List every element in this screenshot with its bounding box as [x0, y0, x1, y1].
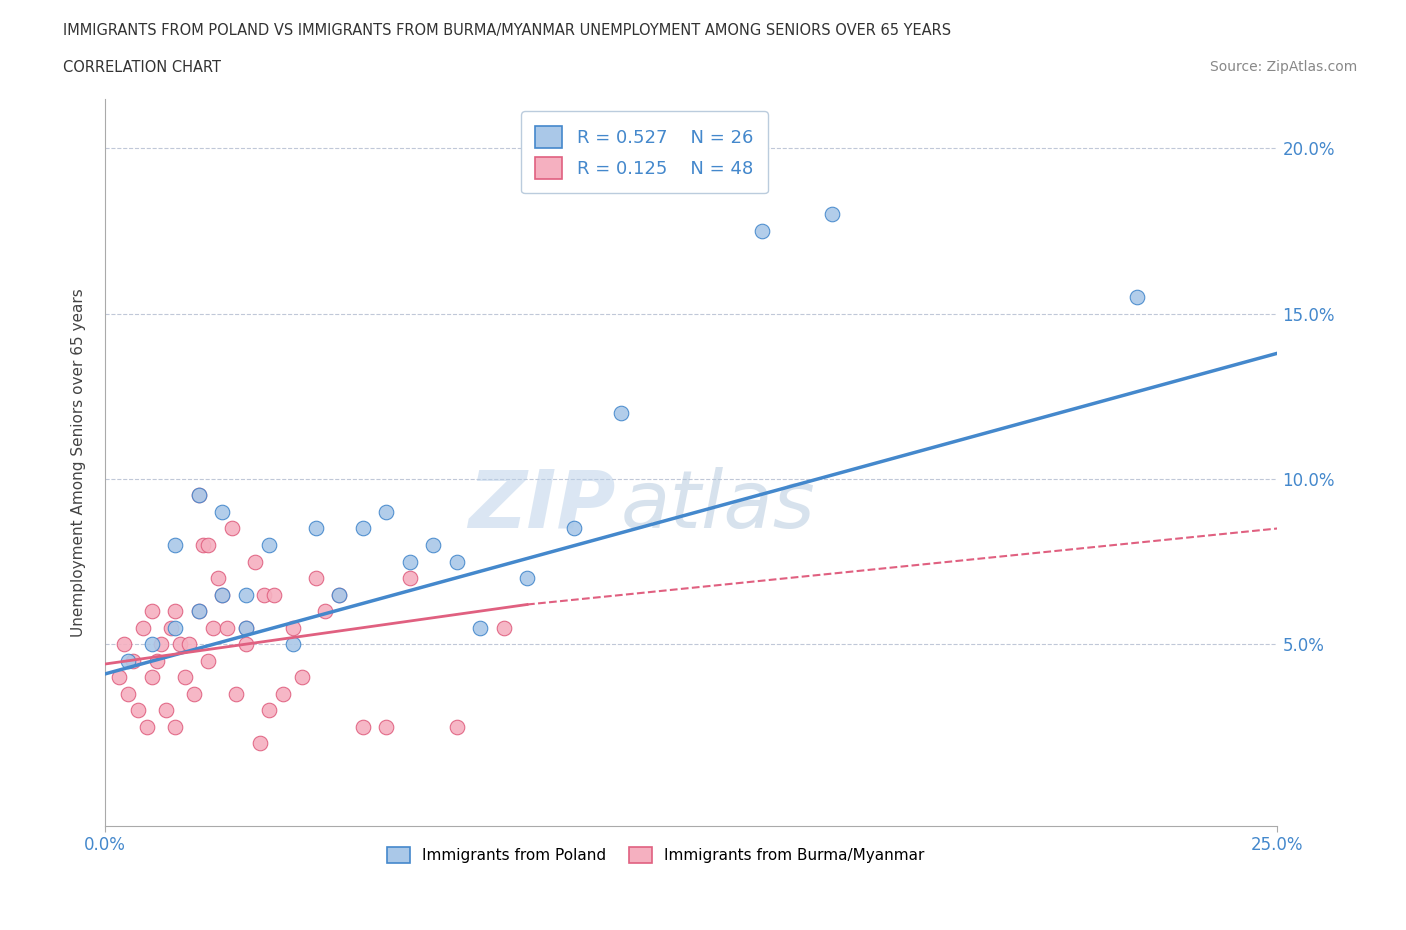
Point: [117, 686, 139, 701]
Point: [492, 620, 515, 635]
Point: [751, 223, 773, 238]
Point: [117, 653, 139, 668]
Point: [352, 720, 374, 735]
Point: [187, 604, 209, 618]
Point: [165, 620, 187, 635]
Point: [375, 504, 398, 519]
Point: [127, 703, 149, 718]
Point: [150, 637, 173, 652]
Point: [257, 538, 280, 552]
Point: [249, 736, 271, 751]
Point: [183, 686, 205, 701]
Y-axis label: Unemployment Among Seniors over 65 years: Unemployment Among Seniors over 65 years: [72, 288, 86, 637]
Point: [610, 405, 633, 420]
Point: [201, 620, 224, 635]
Point: [516, 571, 538, 586]
Point: [179, 637, 201, 652]
Point: [169, 637, 191, 652]
Point: [108, 670, 131, 684]
Point: [165, 720, 187, 735]
Point: [470, 620, 492, 635]
Point: [562, 521, 585, 536]
Point: [112, 637, 135, 652]
Point: [263, 587, 285, 602]
Point: [215, 620, 238, 635]
Point: [131, 620, 153, 635]
Point: [155, 703, 177, 718]
Legend: Immigrants from Poland, Immigrants from Burma/Myanmar: Immigrants from Poland, Immigrants from …: [381, 841, 931, 870]
Point: [281, 620, 304, 635]
Text: IMMIGRANTS FROM POLAND VS IMMIGRANTS FROM BURMA/MYANMAR UNEMPLOYMENT AMONG SENIO: IMMIGRANTS FROM POLAND VS IMMIGRANTS FRO…: [63, 23, 952, 38]
Point: [165, 538, 187, 552]
Point: [225, 686, 247, 701]
Point: [352, 521, 374, 536]
Point: [211, 504, 233, 519]
Point: [122, 653, 145, 668]
Point: [145, 653, 167, 668]
Point: [446, 720, 468, 735]
Point: [291, 670, 314, 684]
Text: Source: ZipAtlas.com: Source: ZipAtlas.com: [1209, 60, 1357, 74]
Point: [375, 720, 398, 735]
Point: [235, 620, 257, 635]
Point: [235, 620, 257, 635]
Point: [197, 538, 219, 552]
Point: [141, 604, 163, 618]
Point: [173, 670, 195, 684]
Point: [422, 538, 444, 552]
Point: [221, 521, 243, 536]
Point: [235, 587, 257, 602]
Point: [398, 571, 420, 586]
Point: [159, 620, 181, 635]
Point: [193, 538, 215, 552]
Point: [257, 703, 280, 718]
Point: [271, 686, 294, 701]
Point: [136, 720, 159, 735]
Point: [253, 587, 276, 602]
Point: [281, 637, 304, 652]
Point: [328, 587, 350, 602]
Text: ZIP: ZIP: [468, 467, 614, 545]
Point: [187, 604, 209, 618]
Point: [141, 637, 163, 652]
Point: [187, 488, 209, 503]
Point: [1125, 289, 1147, 304]
Point: [207, 571, 229, 586]
Point: [211, 587, 233, 602]
Point: [197, 653, 219, 668]
Point: [243, 554, 266, 569]
Point: [235, 637, 257, 652]
Text: CORRELATION CHART: CORRELATION CHART: [63, 60, 221, 75]
Point: [328, 587, 350, 602]
Point: [446, 554, 468, 569]
Point: [314, 604, 336, 618]
Point: [211, 587, 233, 602]
Point: [398, 554, 420, 569]
Point: [187, 488, 209, 503]
Point: [141, 670, 163, 684]
Text: atlas: atlas: [621, 467, 815, 545]
Point: [165, 604, 187, 618]
Point: [305, 521, 328, 536]
Point: [305, 571, 328, 586]
Point: [821, 207, 844, 222]
